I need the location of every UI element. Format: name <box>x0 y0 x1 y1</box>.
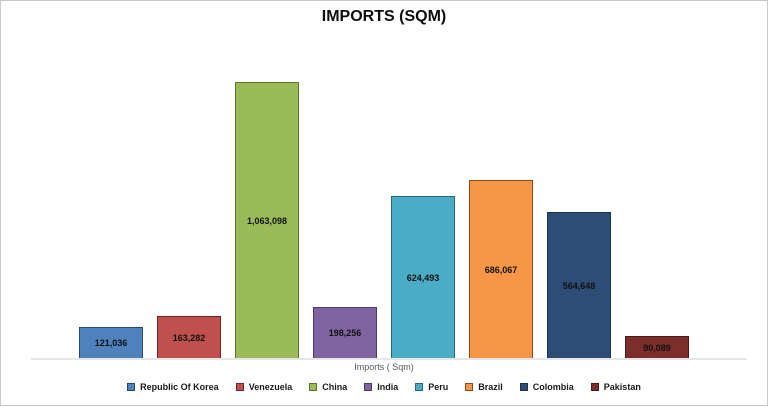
legend-item-pakistan: Pakistan <box>590 382 641 392</box>
legend-label: Peru <box>428 382 449 392</box>
legend-marker-icon <box>235 383 244 391</box>
bar-india: 198,256 <box>313 307 377 359</box>
bar-value-label: 1,063,098 <box>246 215 288 226</box>
legend-marker-icon <box>465 383 474 391</box>
legend-item-peru: Peru <box>415 382 448 392</box>
legend-item-brazil: Brazil <box>465 382 503 392</box>
x-axis-label: Imports ( Sqm) <box>354 362 414 372</box>
legend-item-india: India <box>364 382 398 392</box>
bar-pakistan: 90,089 <box>625 336 689 359</box>
bar-value-label: 90,089 <box>643 342 671 353</box>
legend-label: Colombia <box>532 382 574 392</box>
legend-marker-icon <box>415 383 424 391</box>
chart-title: IMPORTS (SQM) <box>321 8 447 25</box>
x-axis-line <box>31 358 747 360</box>
legend-marker-icon <box>127 383 136 391</box>
plot-area: 121,036 163,282 1,063,098 198,256 624,493 686… <box>1 41 767 360</box>
legend-item-venezuela: Venezuela <box>235 382 293 392</box>
bar-republic-of-korea: 121,036 <box>79 327 143 359</box>
legend-item-republic-of-korea: Republic Of Korea <box>127 382 219 392</box>
bar-peru: 624,493 <box>391 196 455 359</box>
legend-marker-icon <box>309 383 318 391</box>
legend-marker-icon <box>519 383 528 391</box>
bar-brazil: 686,067 <box>469 180 533 359</box>
bar-venezuela: 163,282 <box>157 316 221 359</box>
legend-label: Republic Of Korea <box>140 382 219 392</box>
legend-label: China <box>322 382 348 392</box>
bar-value-label: 564,648 <box>562 280 596 291</box>
legend-label: Venezuela <box>248 382 293 392</box>
bar-value-label: 163,282 <box>172 332 206 343</box>
bar-colombia: 564,648 <box>547 212 611 359</box>
legend-label: Pakistan <box>603 382 641 392</box>
legend-label: India <box>377 382 399 392</box>
bar-value-label: 198,256 <box>328 328 362 338</box>
bar-china: 1,063,098 <box>235 82 299 359</box>
bar-value-label: 121,036 <box>94 338 128 348</box>
legend: Republic Of Korea Venezuela China India Peru… <box>1 382 767 392</box>
legend-label: Brazil <box>478 382 503 392</box>
legend-item-colombia: Colombia <box>519 382 574 392</box>
bar-value-label: 686,067 <box>484 264 518 275</box>
legend-item-china: China <box>309 382 347 392</box>
bars-container: 121,036 163,282 1,063,098 198,256 624,493 686… <box>1 82 767 359</box>
legend-marker-icon <box>590 383 599 391</box>
legend-marker-icon <box>364 383 373 391</box>
bar-value-label: 624,493 <box>406 272 440 283</box>
